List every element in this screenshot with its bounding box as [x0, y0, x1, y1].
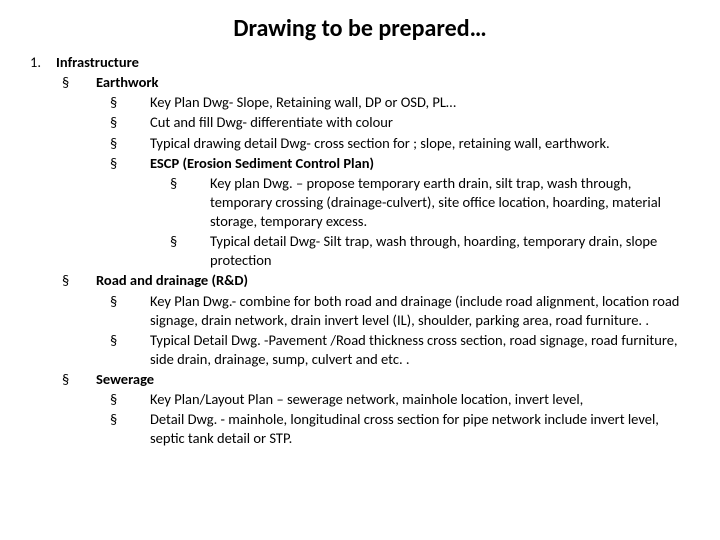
earthwork-label: Earthwork — [96, 73, 158, 92]
slide: Drawing to be prepared… 1. Infrastructur… — [0, 0, 720, 540]
list-item: § Cut and fill Dwg- differentiate with c… — [110, 113, 690, 132]
earthwork-item3: Typical drawing detail Dwg- cross sectio… — [150, 134, 690, 153]
list-item: § Key Plan/Layout Plan – sewerage networ… — [110, 390, 690, 409]
bullet-icon: § — [110, 93, 150, 112]
bullet-icon: § — [170, 232, 210, 270]
bullet-icon: § — [170, 174, 210, 231]
bullet-icon: § — [62, 370, 96, 389]
escp-item1: Key plan Dwg. – propose temporary earth … — [210, 174, 690, 231]
list-item-sewerage: § Sewerage — [62, 370, 690, 389]
road-drainage-label: Road and drainage (R&D) — [96, 271, 248, 290]
list-item: § Detail Dwg. - mainhole, longitudinal c… — [110, 410, 690, 448]
bullet-icon: § — [110, 134, 150, 153]
bullet-icon: § — [110, 331, 150, 369]
list-item-road-drainage: § Road and drainage (R&D) — [62, 271, 690, 290]
bullet-icon: § — [62, 271, 96, 290]
slide-title: Drawing to be prepared… — [30, 14, 690, 43]
bullet-icon: § — [62, 73, 96, 92]
escp-item2: Typical detail Dwg- Silt trap, wash thro… — [210, 232, 690, 270]
list-item-infrastructure: 1. Infrastructure — [30, 53, 690, 72]
bullet-icon: § — [110, 410, 150, 448]
bullet-icon: § — [110, 390, 150, 409]
list-item-earthwork: § Earthwork — [62, 73, 690, 92]
rd-item1: Key Plan Dwg.- combine for both road and… — [150, 292, 690, 330]
sew-item2: Detail Dwg. - mainhole, longitudinal cro… — [150, 410, 690, 448]
list-item: § ESCP (Erosion Sediment Control Plan) — [110, 154, 690, 173]
infrastructure-label: Infrastructure — [56, 53, 139, 72]
list-item: § Key plan Dwg. – propose temporary eart… — [170, 174, 690, 231]
bullet-icon: § — [110, 154, 150, 173]
escp-label: ESCP (Erosion Sediment Control Plan) — [150, 154, 690, 173]
content-body: 1. Infrastructure § Earthwork § Key Plan… — [30, 53, 690, 449]
earthwork-item1: Key Plan Dwg- Slope, Retaining wall, DP … — [150, 93, 690, 112]
number-marker: 1. — [30, 53, 56, 72]
bullet-icon: § — [110, 292, 150, 330]
list-item: § Key Plan Dwg- Slope, Retaining wall, D… — [110, 93, 690, 112]
earthwork-item2: Cut and fill Dwg- differentiate with col… — [150, 113, 690, 132]
bullet-icon: § — [110, 113, 150, 132]
list-item: § Key Plan Dwg.- combine for both road a… — [110, 292, 690, 330]
rd-item2: Typical Detail Dwg. -Pavement /Road thic… — [150, 331, 690, 369]
list-item: § Typical drawing detail Dwg- cross sect… — [110, 134, 690, 153]
sewerage-label: Sewerage — [96, 370, 154, 389]
list-item: § Typical detail Dwg- Silt trap, wash th… — [170, 232, 690, 270]
sew-item1: Key Plan/Layout Plan – sewerage network,… — [150, 390, 690, 409]
list-item: § Typical Detail Dwg. -Pavement /Road th… — [110, 331, 690, 369]
